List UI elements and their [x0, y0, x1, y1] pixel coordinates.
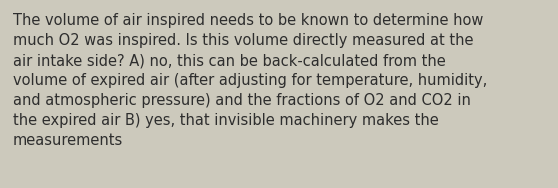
Text: The volume of air inspired needs to be known to determine how
much O2 was inspir: The volume of air inspired needs to be k… — [13, 13, 487, 148]
